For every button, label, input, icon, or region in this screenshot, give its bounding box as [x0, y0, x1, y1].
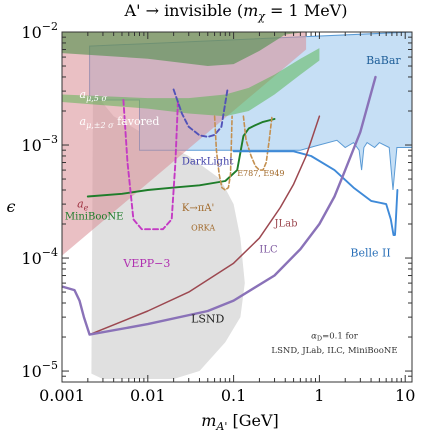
label-lsnd: LSND: [191, 312, 224, 325]
curve-jlab: [88, 115, 321, 336]
label-orka: ORKA: [191, 224, 215, 233]
region-labels: BaBar ae aμ,5 σ aμ,±2 σ favored MiniBooNE Dar…: [65, 54, 401, 325]
x-tick-label: 0.001: [39, 386, 85, 405]
region-a-e: [62, 32, 307, 256]
sensitivity-curves: [62, 75, 399, 336]
x-tick-label: 1: [314, 386, 324, 405]
curve-belle-ii: [232, 150, 399, 236]
curve-vepp-3: [122, 99, 179, 231]
curve-darklight: [172, 88, 229, 138]
label-amu2: aμ,±2 σ favored: [80, 115, 160, 130]
label-jlab: JLab: [274, 219, 298, 230]
label-e787: E787, E949: [237, 169, 284, 178]
x-axis-label: mA' [GeV]: [201, 411, 279, 433]
label-vepp: VEPP−3: [122, 257, 170, 270]
label-babar: BaBar: [366, 54, 401, 67]
curve-k-a-orka: [213, 115, 233, 191]
label-miniboone: MiniBooNE: [65, 211, 124, 222]
x-tick-label: 0.01: [130, 386, 166, 405]
y-tick-label: 10−5: [21, 359, 58, 381]
curve-miniboone: [86, 118, 276, 198]
curve-e787-e949: [242, 115, 273, 171]
axis-ticks: 0.001 0.01 0.1 1 10 10−5 10−4 10−3 10−2: [21, 20, 415, 405]
chart-title: A' → invisible (mχ = 1 MeV): [124, 1, 348, 23]
y-tick-label: 10−4: [21, 246, 58, 268]
label-ae: ae: [77, 198, 89, 213]
exclusion-regions: [62, 32, 412, 379]
y-tick-label: 10−2: [21, 20, 58, 42]
region-a-mu-2sigma-favored: [62, 48, 320, 117]
x-tick-label: 10: [395, 386, 415, 405]
label-kpia: K→πA': [182, 203, 214, 214]
label-belle: Belle II: [350, 247, 390, 260]
curve-ilc: [62, 75, 377, 336]
label-ilc: ILC: [259, 245, 278, 256]
label-amu5: aμ,5 σ: [80, 88, 108, 103]
label-darklight: DarkLight: [182, 157, 234, 168]
coupling-note-line1: αD=0.1 for: [311, 331, 359, 342]
y-tick-label: 10−3: [21, 133, 58, 155]
plot-frame: [61, 31, 413, 383]
y-axis-label: ϵ: [7, 197, 16, 216]
x-tick-label: 0.1: [221, 386, 246, 405]
coupling-note-line2: LSND, JLab, ILC, MiniBooNE: [271, 346, 397, 356]
region-a-mu-5sigma: [62, 32, 307, 66]
